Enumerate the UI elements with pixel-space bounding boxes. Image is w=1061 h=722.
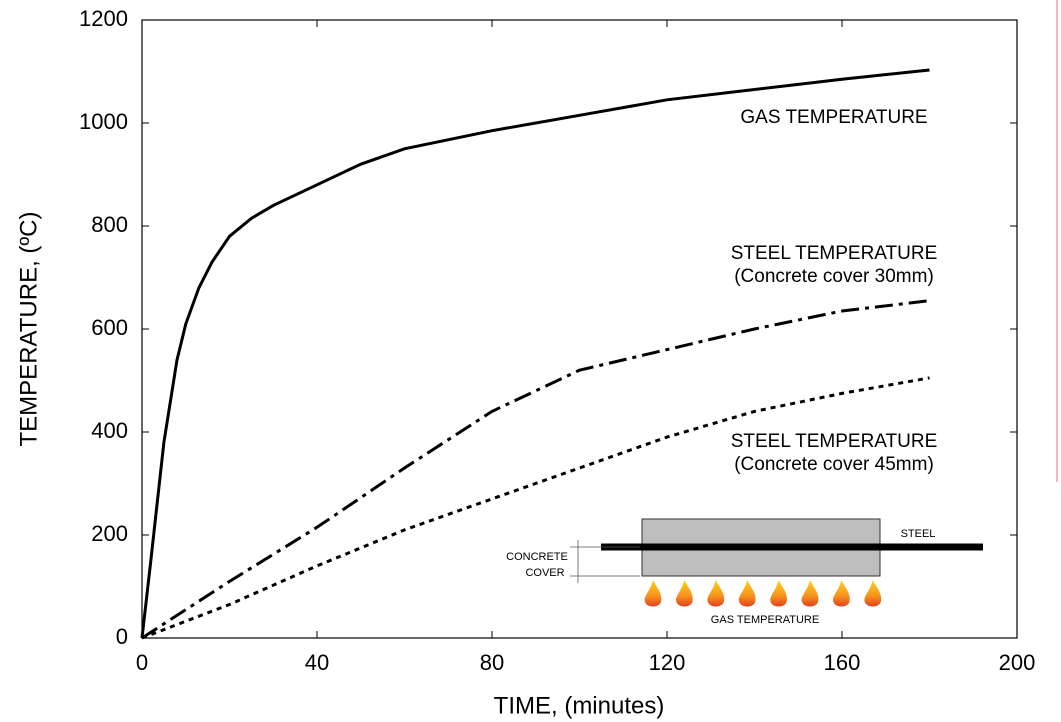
inset-label: COVER xyxy=(525,567,564,579)
y-tick-label: 200 xyxy=(91,521,128,546)
series-line xyxy=(141,376,930,640)
y-tick-label: 1200 xyxy=(79,6,128,31)
y-tick-label: 400 xyxy=(91,418,128,443)
x-tick-label: 120 xyxy=(649,650,686,675)
flame xyxy=(738,580,756,607)
series-label: GAS TEMPERATURE xyxy=(740,107,927,128)
x-tick-label: 0 xyxy=(136,650,148,675)
y-tick-label: 0 xyxy=(116,624,128,649)
series-note: (Concrete cover 30mm) xyxy=(734,266,934,287)
series-note: (Concrete cover 45mm) xyxy=(734,454,934,475)
series-label: STEEL TEMPERATURE xyxy=(731,243,938,264)
y-axis-label: TEMPERATURE, (ºC) xyxy=(15,212,42,447)
x-tick-label: 160 xyxy=(824,650,861,675)
inset-diagram: CONCRETE COVER STEEL GAS TEMPERATURE xyxy=(506,518,983,626)
flame xyxy=(864,580,882,607)
series-line xyxy=(140,68,930,639)
inset-label: CONCRETE xyxy=(506,551,568,563)
x-tick-label: 80 xyxy=(480,650,504,675)
flame xyxy=(801,580,819,607)
flame xyxy=(644,580,662,607)
x-tick-label: 40 xyxy=(305,650,329,675)
y-tick-label: 600 xyxy=(91,315,128,340)
flame xyxy=(770,580,787,607)
flame xyxy=(833,580,850,607)
x-tick-label: 200 xyxy=(999,650,1036,675)
series-label: STEEL TEMPERATURE xyxy=(731,431,938,452)
series-line xyxy=(141,299,930,640)
x-axis-label: TIME, (minutes) xyxy=(494,692,665,719)
y-tick-label: 1000 xyxy=(79,109,128,134)
y-tick-label: 800 xyxy=(91,212,128,237)
inset-label: GAS TEMPERATURE xyxy=(711,614,819,626)
flame xyxy=(707,580,725,607)
inset-label: STEEL xyxy=(901,528,936,540)
flame xyxy=(676,580,693,607)
